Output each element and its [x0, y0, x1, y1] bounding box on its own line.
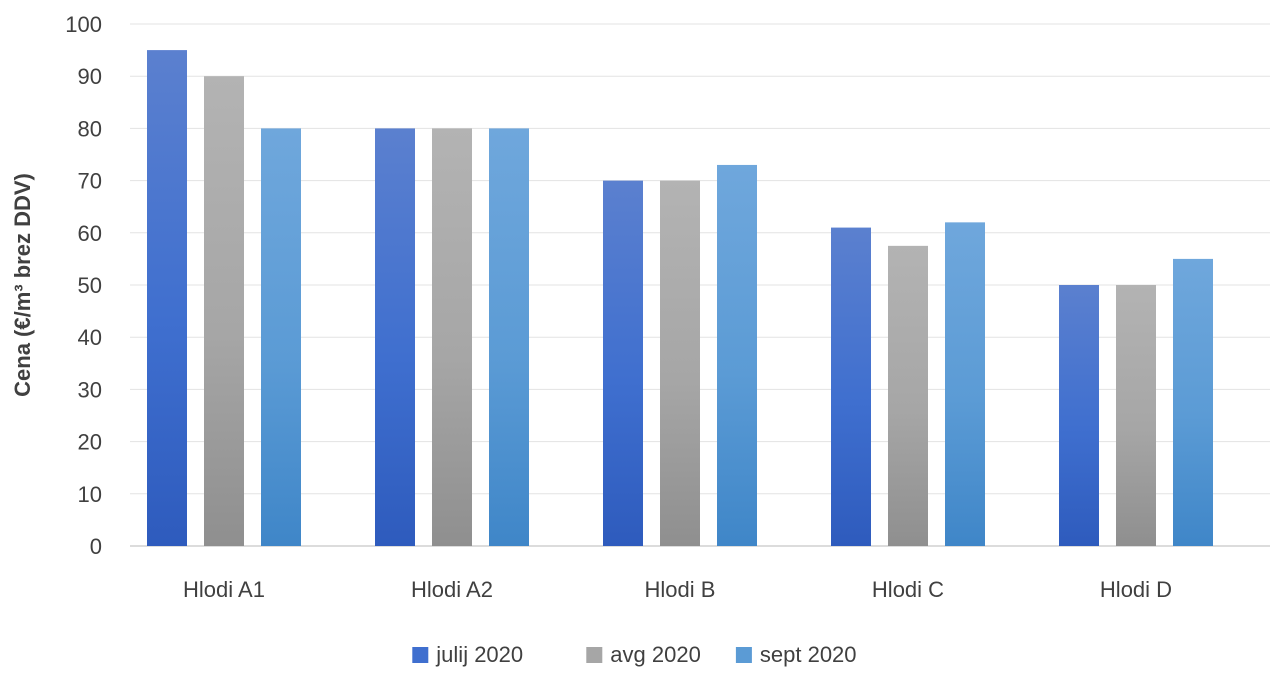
y-tick-label: 20: [78, 430, 102, 455]
y-tick-label: 80: [78, 116, 102, 141]
y-tick-label: 100: [65, 12, 102, 37]
bar-avg-2020-Hlodi-D: [1116, 285, 1156, 546]
bar-sept-2020-Hlodi-A1: [261, 128, 301, 546]
x-category-label: Hlodi D: [1100, 577, 1172, 602]
y-tick-label: 60: [78, 221, 102, 246]
y-tick-label: 90: [78, 64, 102, 89]
y-axis-title: Cena (€/m³ brez DDV): [10, 173, 35, 397]
bar-sept-2020-Hlodi-D: [1173, 258, 1213, 546]
x-category-label: Hlodi A1: [183, 577, 265, 602]
x-category-label: Hlodi B: [645, 577, 716, 602]
bar-avg-2020-Hlodi-A1: [204, 76, 244, 546]
bar-avg-2020-Hlodi-C: [888, 245, 928, 546]
legend-swatch: [735, 647, 752, 663]
legend-swatch: [586, 647, 603, 663]
y-tick-label: 0: [90, 534, 102, 559]
y-tick-label: 50: [78, 273, 102, 298]
legend-label: julij 2020: [435, 642, 523, 667]
y-tick-label: 70: [78, 169, 102, 194]
bars: [147, 50, 1213, 547]
bar-julij-2020-Hlodi-D: [1059, 285, 1099, 546]
bar-julij-2020-Hlodi-A1: [147, 50, 187, 546]
legend: julij 2020 avg 2020 sept 2020: [412, 642, 857, 667]
bar-julij-2020-Hlodi-B: [603, 180, 643, 546]
bar-julij-2020-Hlodi-A2: [375, 128, 415, 546]
y-tick-label: 40: [78, 325, 102, 350]
bar-sept-2020-Hlodi-C: [945, 222, 985, 547]
y-tick-labels: 0 10 20 30 40 50 60 70 80 90 100: [65, 12, 102, 559]
bar-julij-2020-Hlodi-C: [831, 227, 871, 546]
y-tick-label: 10: [78, 482, 102, 507]
category-labels: Hlodi A1 Hlodi A2 Hlodi B Hlodi C Hlodi D: [183, 577, 1172, 602]
bar-sept-2020-Hlodi-A2: [489, 128, 529, 546]
bar-avg-2020-Hlodi-B: [660, 180, 700, 546]
legend-swatch: [412, 647, 429, 663]
y-tick-label: 30: [78, 377, 102, 402]
legend-label: avg 2020: [610, 642, 701, 667]
legend-label: sept 2020: [760, 642, 857, 667]
x-category-label: Hlodi C: [872, 577, 944, 602]
bar-avg-2020-Hlodi-A2: [432, 128, 472, 546]
x-category-label: Hlodi A2: [411, 577, 493, 602]
bar-sept-2020-Hlodi-B: [717, 164, 757, 546]
